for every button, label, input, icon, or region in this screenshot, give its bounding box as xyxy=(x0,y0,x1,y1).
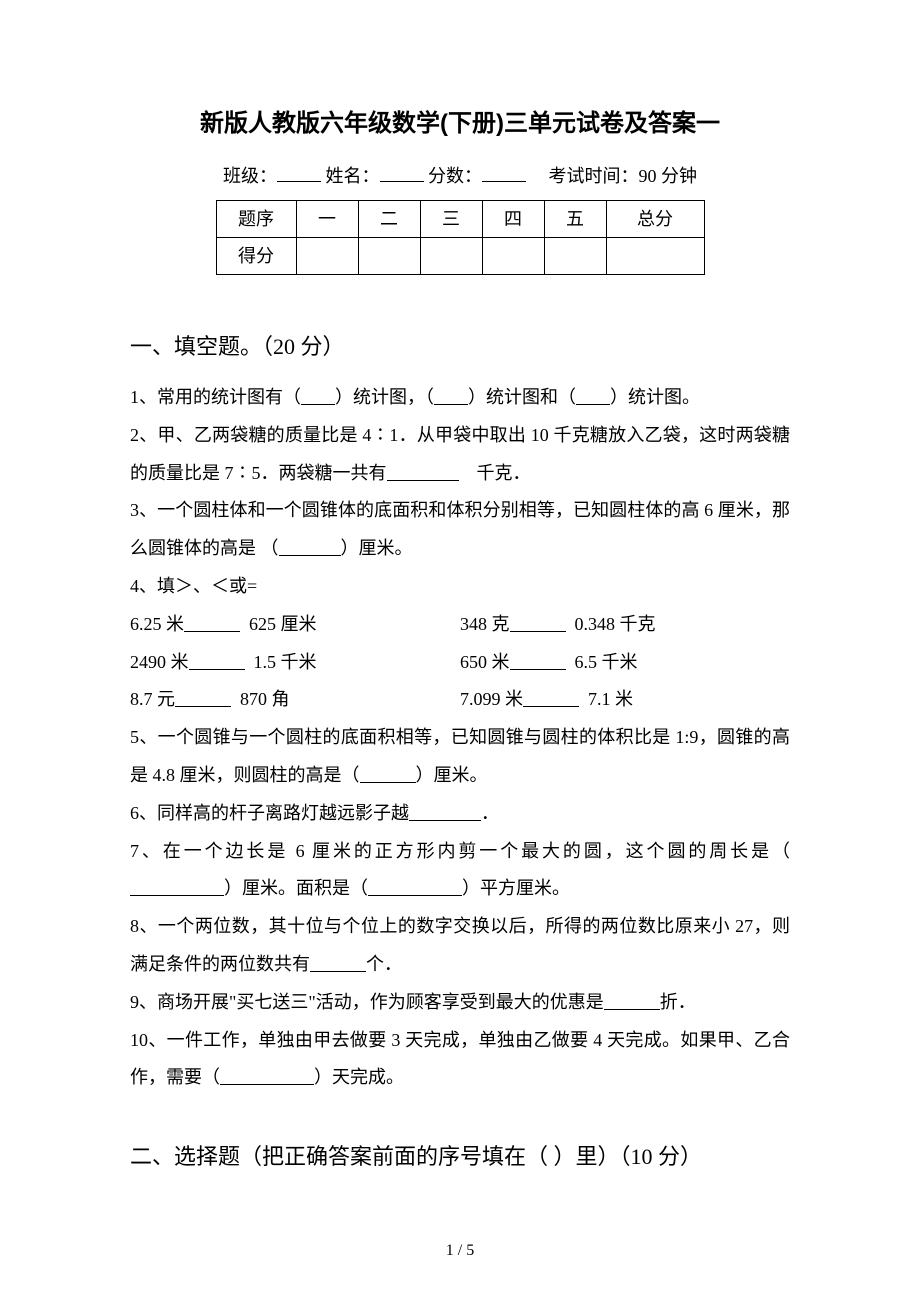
txt: 1.5 千米 xyxy=(254,652,317,672)
blank xyxy=(220,1067,314,1085)
duration-label: 考试时间：90 分钟 xyxy=(549,166,698,186)
q8-b: 个． xyxy=(366,954,402,974)
blank xyxy=(523,689,579,707)
blank xyxy=(604,992,660,1010)
txt: 625 厘米 xyxy=(249,614,317,634)
document-title: 新版人教版六年级数学(下册)三单元试卷及答案一 xyxy=(130,100,790,148)
txt: 6.25 米 xyxy=(130,614,184,634)
q4-r1-right: 348 克 0.348 千克 xyxy=(460,606,790,644)
cell-6 xyxy=(606,238,704,275)
q3: 3、一个圆柱体和一个圆锥体的底面积和体积分别相等，已知圆柱体的高 6 厘米，那么… xyxy=(130,492,790,568)
cell-2 xyxy=(358,238,420,275)
q7-a: 7、在一个边长是 6 厘米的正方形内剪一个最大的圆，这个圆的周长是（ xyxy=(130,841,790,861)
txt: 870 角 xyxy=(240,689,290,709)
blank xyxy=(387,463,459,481)
q5-b: ）厘米。 xyxy=(416,765,488,785)
q6-b: ． xyxy=(481,803,499,823)
q7-c: ）平方厘米。 xyxy=(462,878,570,898)
blank xyxy=(301,387,335,405)
cell-1 xyxy=(296,238,358,275)
th-3: 三 xyxy=(420,201,482,238)
blank xyxy=(434,387,468,405)
blank xyxy=(576,387,610,405)
q8: 8、一个两位数，其十位与个位上的数字交换以后，所得的两位数比原来小 27，则满足… xyxy=(130,908,790,984)
txt: 0.348 千克 xyxy=(575,614,656,634)
q4-r3-right: 7.099 米 7.1 米 xyxy=(460,681,790,719)
meta-line: 班级： 姓名： 分数： 考试时间：90 分钟 xyxy=(130,158,790,194)
q4-row-3: 8.7 元 870 角 7.099 米 7.1 米 xyxy=(130,681,790,719)
th-6: 总分 xyxy=(606,201,704,238)
blank xyxy=(368,878,462,896)
txt: 7.099 米 xyxy=(460,689,523,709)
blank xyxy=(510,614,566,632)
txt: 7.1 米 xyxy=(588,689,633,709)
section-1-heading: 一、填空题。（20 分） xyxy=(130,325,790,369)
blank xyxy=(409,803,481,821)
q6-a: 6、同样高的杆子离路灯越远影子越 xyxy=(130,803,409,823)
th-0: 题序 xyxy=(216,201,296,238)
name-label: 姓名： xyxy=(326,166,380,186)
q4-r1-left: 6.25 米 625 厘米 xyxy=(130,606,460,644)
name-blank xyxy=(380,164,424,182)
txt: 2490 米 xyxy=(130,652,189,672)
q3-b: ）厘米。 xyxy=(341,538,413,558)
q4-row-2: 2490 米 1.5 千米 650 米 6.5 千米 xyxy=(130,644,790,682)
q4-r2-right: 650 米 6.5 千米 xyxy=(460,644,790,682)
blank xyxy=(189,652,245,670)
txt: 348 克 xyxy=(460,614,510,634)
q9: 9、商场开展"买七送三"活动，作为顾客享受到最大的优惠是 折． xyxy=(130,984,790,1022)
th-2: 二 xyxy=(358,201,420,238)
blank xyxy=(360,765,416,783)
cell-5 xyxy=(544,238,606,275)
section-2-heading: 二、选择题（把正确答案前面的序号填在（ ）里）（10 分） xyxy=(130,1135,790,1179)
txt: 8.7 元 xyxy=(130,689,175,709)
txt: 650 米 xyxy=(460,652,510,672)
q9-a: 9、商场开展"买七送三"活动，作为顾客享受到最大的优惠是 xyxy=(130,992,604,1012)
q10: 10、一件工作，单独由甲去做要 3 天完成，单独由乙做要 4 天完成。如果甲、乙… xyxy=(130,1022,790,1098)
q1-c: ）统计图和（ xyxy=(468,387,576,407)
score-table: 题序 一 二 三 四 五 总分 得分 xyxy=(216,200,705,275)
q4-r2-left: 2490 米 1.5 千米 xyxy=(130,644,460,682)
txt: 6.5 千米 xyxy=(575,652,638,672)
score-blank xyxy=(482,164,526,182)
q8-a: 8、一个两位数，其十位与个位上的数字交换以后，所得的两位数比原来小 27，则满足… xyxy=(130,916,790,974)
q9-b: 折． xyxy=(660,992,696,1012)
q1-d: ）统计图。 xyxy=(610,387,700,407)
blank xyxy=(310,954,366,972)
cell-3 xyxy=(420,238,482,275)
blank xyxy=(130,878,224,896)
q1-a: 1、常用的统计图有（ xyxy=(130,387,301,407)
cell-4 xyxy=(482,238,544,275)
blank xyxy=(279,538,341,556)
score-table-header-row: 题序 一 二 三 四 五 总分 xyxy=(216,201,704,238)
row-label: 得分 xyxy=(216,238,296,275)
q4: 4、填＞、＜或= xyxy=(130,568,790,606)
q6: 6、同样高的杆子离路灯越远影子越 ． xyxy=(130,795,790,833)
page-footer: 1 / 5 xyxy=(0,1242,920,1260)
q2: 2、甲、乙两袋糖的质量比是 4∶1．从甲袋中取出 10 千克糖放入乙袋，这时两袋… xyxy=(130,417,790,493)
q7-b: ）厘米。面积是（ xyxy=(224,878,368,898)
class-label: 班级： xyxy=(223,166,277,186)
th-4: 四 xyxy=(482,201,544,238)
q1-b: ）统计图，（ xyxy=(335,387,434,407)
q1: 1、常用的统计图有（ ）统计图，（ ）统计图和（ ）统计图。 xyxy=(130,379,790,417)
q4-r3-left: 8.7 元 870 角 xyxy=(130,681,460,719)
th-5: 五 xyxy=(544,201,606,238)
blank xyxy=(184,614,240,632)
blank xyxy=(175,689,231,707)
q3-a: 3、一个圆柱体和一个圆锥体的底面积和体积分别相等，已知圆柱体的高 6 厘米，那么… xyxy=(130,500,790,558)
q10-b: ）天完成。 xyxy=(314,1067,404,1087)
q7: 7、在一个边长是 6 厘米的正方形内剪一个最大的圆，这个圆的周长是（ ）厘米。面积… xyxy=(130,833,790,909)
page-content: 新版人教版六年级数学(下册)三单元试卷及答案一 班级： 姓名： 分数： 考试时间… xyxy=(0,0,920,1229)
th-1: 一 xyxy=(296,201,358,238)
q2-b: 千克． xyxy=(459,463,531,483)
score-label: 分数： xyxy=(428,166,482,186)
blank xyxy=(510,652,566,670)
class-blank xyxy=(277,164,321,182)
q5: 5、一个圆锥与一个圆柱的底面积相等，已知圆锥与圆柱的体积比是 1:9，圆锥的高是… xyxy=(130,719,790,795)
score-table-score-row: 得分 xyxy=(216,238,704,275)
q4-row-1: 6.25 米 625 厘米 348 克 0.348 千克 xyxy=(130,606,790,644)
